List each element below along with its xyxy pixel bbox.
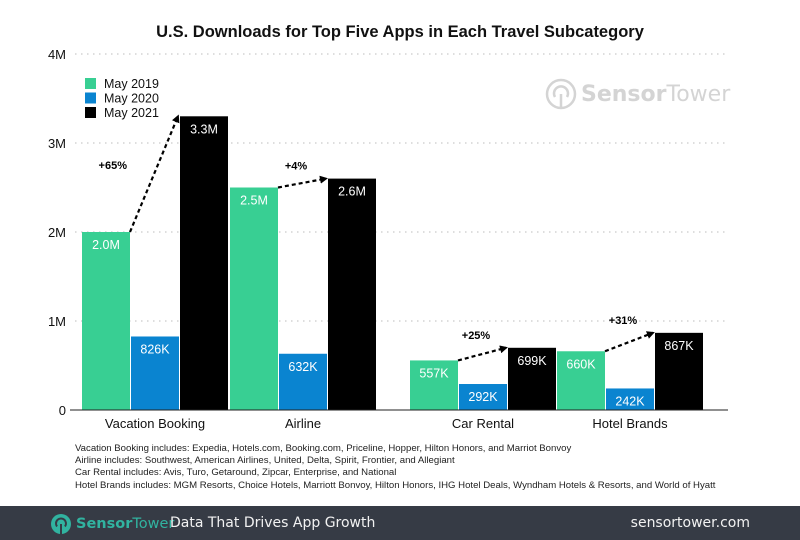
watermark-text-sensor: Sensor — [581, 81, 667, 107]
bar — [508, 347, 556, 410]
bar-value-label: 3.3M — [190, 122, 218, 136]
footnotes: Vacation Booking includes: Expedia, Hote… — [75, 443, 715, 492]
x-tick-label: Airline — [285, 416, 321, 431]
bar — [82, 232, 130, 410]
bar-value-label: 632K — [288, 360, 318, 374]
bar — [557, 351, 605, 410]
y-tick-label: 3M — [48, 136, 66, 151]
bar — [279, 353, 327, 410]
sensortower-logo-icon — [51, 514, 71, 534]
y-axis: 0 1M 2M 3M 4M — [48, 47, 66, 418]
growth-label: +31% — [609, 315, 638, 327]
sensortower-logo-icon — [545, 78, 577, 110]
bar-value-label: 242K — [615, 394, 645, 408]
x-tick-label: Vacation Booking — [105, 416, 205, 431]
chart: U.S. Downloads for Top Five Apps in Each… — [48, 23, 728, 431]
bar-value-label: 2.5M — [240, 194, 268, 208]
footnote: Vacation Booking includes: Expedia, Hote… — [75, 443, 572, 454]
x-tick-label: Car Rental — [452, 416, 514, 431]
footer-bar: Sensor Tower Data That Drives App Growth … — [0, 506, 800, 540]
legend-swatch — [85, 78, 96, 89]
footer-site-link[interactable]: sensortower.com — [630, 515, 750, 531]
legend-label: May 2019 — [104, 77, 159, 91]
growth-arrow — [457, 345, 508, 362]
y-tick-label: 1M — [48, 314, 66, 329]
bar — [131, 336, 179, 410]
bar — [328, 178, 376, 410]
y-tick-label: 4M — [48, 47, 66, 62]
footnote: Car Rental includes: Avis, Turo, Getarou… — [75, 467, 397, 479]
bar-value-label: 867K — [664, 339, 694, 353]
growth-arrow — [128, 114, 180, 233]
footer-tagline: Data That Drives App Growth — [170, 515, 376, 531]
footnote: Airline includes: Southwest, American Ai… — [75, 455, 455, 467]
sensortower-watermark: Sensor Tower — [545, 78, 730, 110]
bar-value-label: 826K — [140, 342, 170, 356]
growth-arrow — [604, 331, 655, 353]
bar — [459, 384, 507, 410]
y-tick-label: 0 — [59, 403, 66, 418]
bar-value-label: 2.0M — [92, 238, 120, 252]
watermark-text-tower: Tower — [666, 81, 731, 107]
footer-brand-tower: Tower — [132, 516, 175, 532]
bar — [655, 332, 703, 410]
legend-label: May 2020 — [104, 92, 159, 106]
bar-value-label: 660K — [566, 357, 596, 371]
bar — [606, 388, 654, 410]
growth-label: +65% — [99, 160, 128, 172]
bars: 2.0M 826K 3.3M 2.5M 632K 2.6M 557K 292K 699K 660K… — [82, 116, 703, 411]
chart-title: U.S. Downloads for Top Five Apps in Each… — [156, 23, 645, 41]
bar-value-label: 2.6M — [338, 185, 366, 199]
bar-value-label: 557K — [419, 366, 449, 380]
legend-label: May 2021 — [104, 106, 159, 120]
growth-arrow — [277, 175, 328, 189]
footer-brand: Sensor Tower — [50, 513, 174, 535]
footer-brand-sensor: Sensor — [76, 516, 133, 532]
footnote: Hotel Brands includes: MGM Resorts, Choi… — [75, 479, 716, 491]
bar-value-label: 292K — [468, 390, 498, 404]
growth-label: +25% — [462, 330, 491, 342]
legend-swatch — [85, 107, 96, 118]
bar — [180, 116, 228, 411]
growth-label: +4% — [285, 161, 308, 173]
legend-swatch — [85, 92, 96, 104]
bar-value-label: 699K — [517, 354, 547, 368]
growth-annotations: +65% +4% +25% +31% — [99, 114, 655, 362]
bar — [230, 187, 278, 410]
bar — [410, 360, 458, 410]
x-axis: Vacation Booking Airline Car Rental Hotel B… — [105, 416, 668, 431]
x-tick-label: Hotel Brands — [592, 416, 668, 431]
y-tick-label: 2M — [48, 225, 66, 240]
